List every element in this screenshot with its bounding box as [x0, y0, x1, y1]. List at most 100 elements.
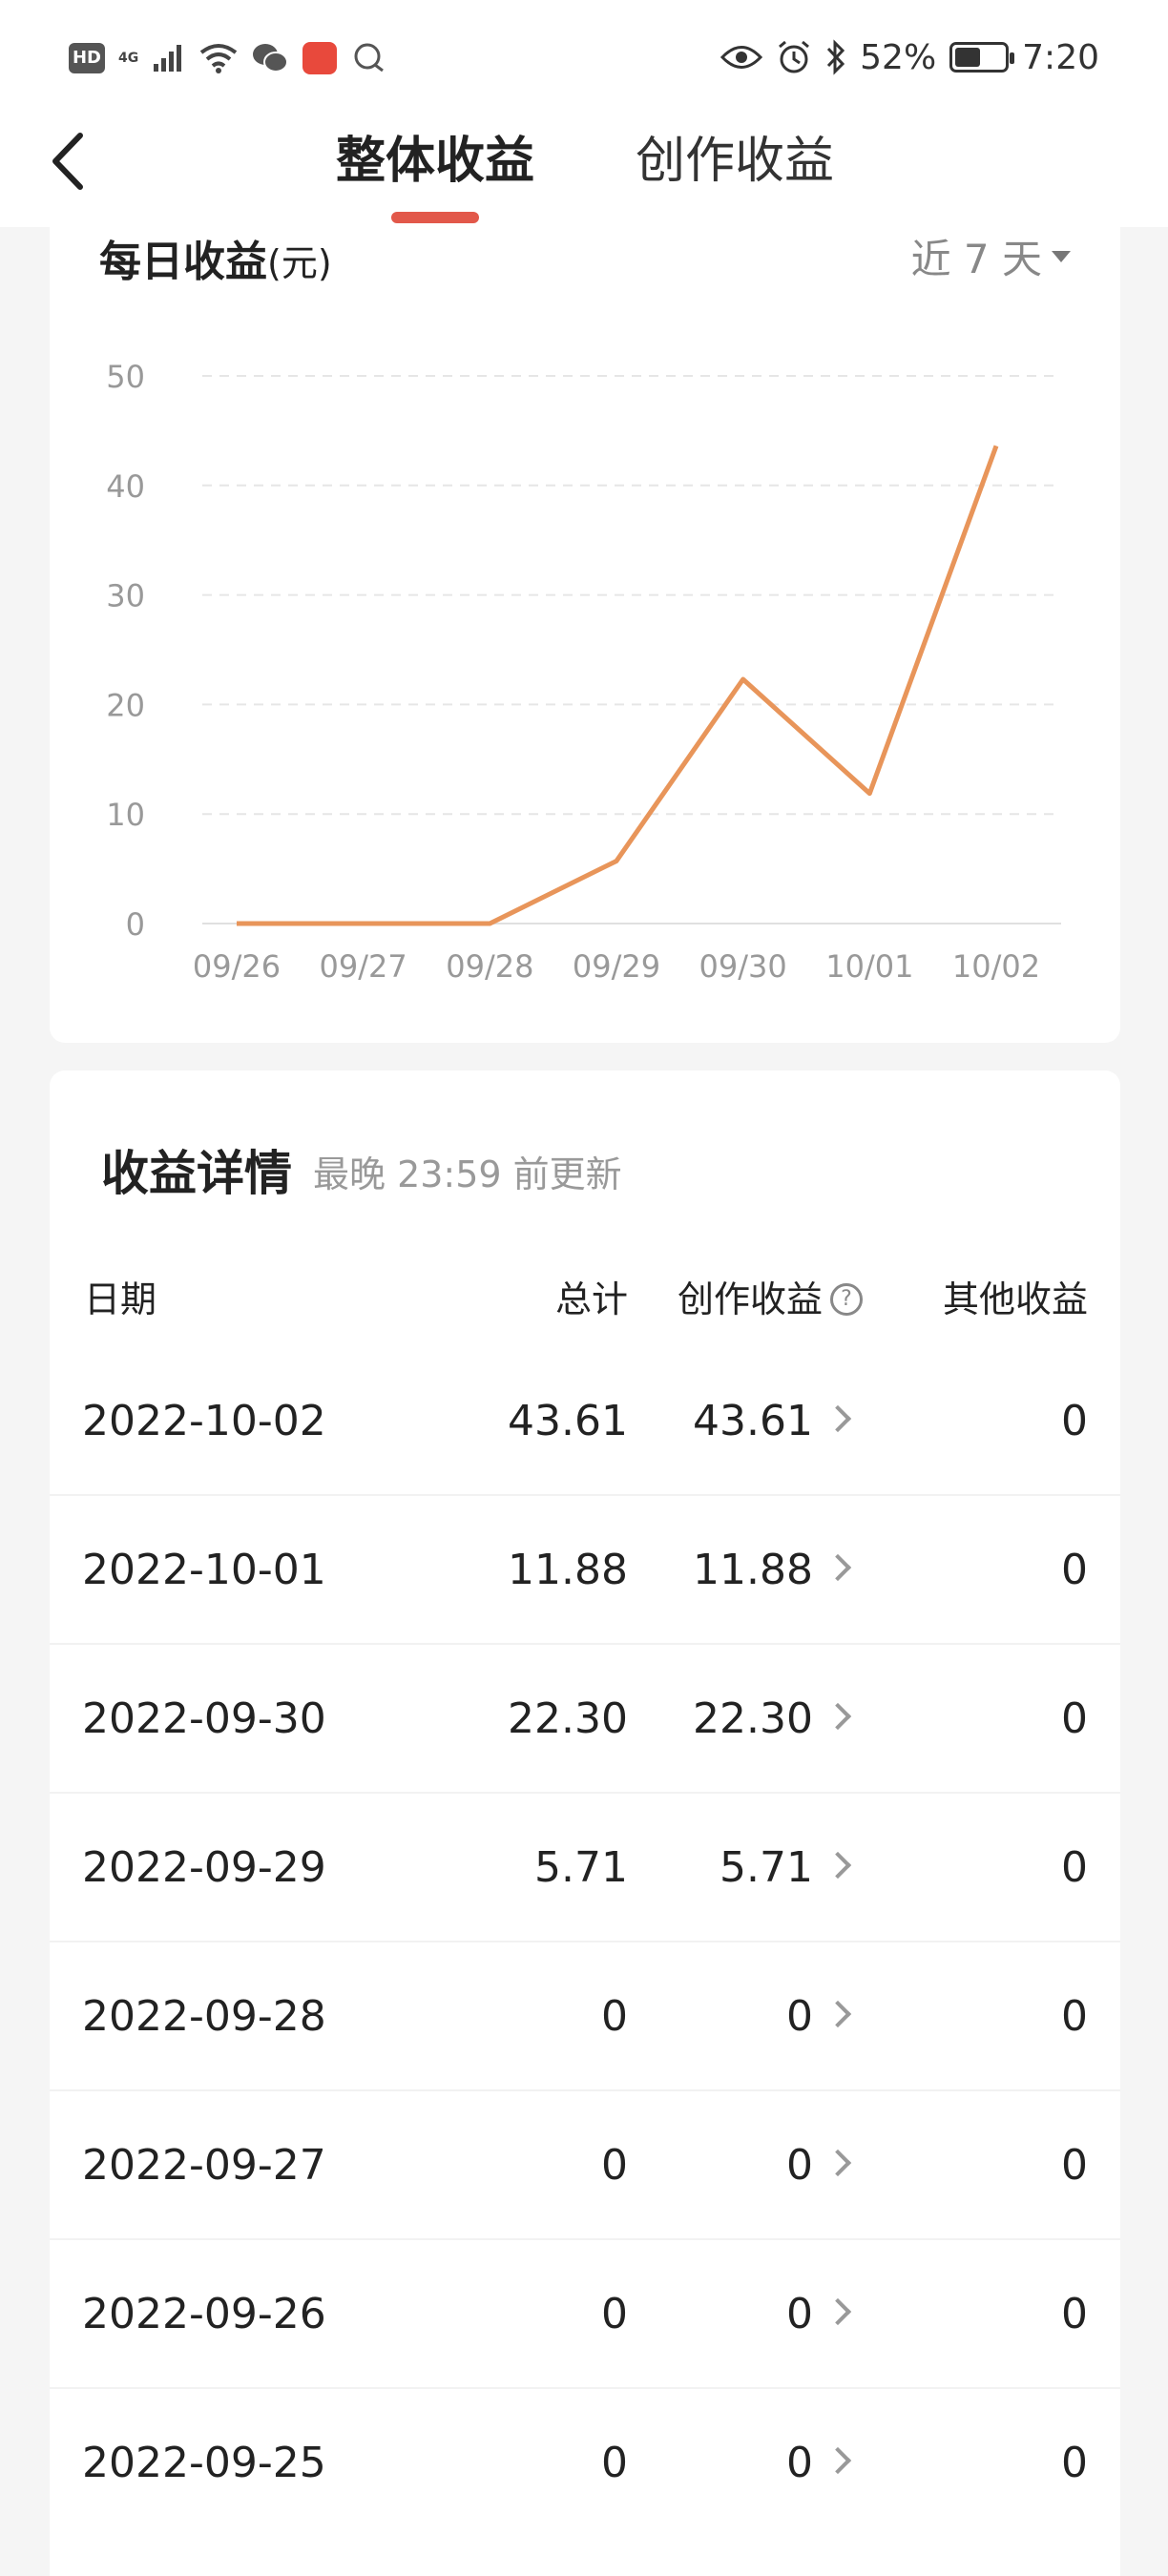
row-date: 2022-09-25	[82, 2439, 326, 2487]
row-date: 2022-09-29	[82, 1843, 326, 1892]
eye-icon	[720, 46, 763, 69]
row-other: 0	[1061, 2141, 1088, 2190]
row-creation[interactable]: 0	[786, 2290, 813, 2338]
y-tick-label: 10	[106, 797, 145, 833]
table-row: 2022-09-27 0 0 0	[50, 2091, 1120, 2240]
chat-bubble-icon	[354, 43, 385, 73]
row-other: 0	[1061, 1694, 1088, 1743]
x-tick-label: 10/01	[825, 948, 913, 985]
row-total: 0	[601, 2141, 628, 2190]
caret-down-icon	[1052, 250, 1071, 262]
chart-title: 每日收益(元)	[99, 227, 332, 288]
row-total: 0	[601, 2439, 628, 2487]
x-tick-label: 09/26	[193, 948, 281, 985]
row-total: 0	[601, 2290, 628, 2338]
table-row: 2022-09-29 5.71 5.71 0	[50, 1794, 1120, 1942]
y-tick-label: 20	[106, 687, 145, 723]
range-dropdown[interactable]: 近 7 天	[911, 227, 1071, 285]
status-right: 52% 7:20	[720, 34, 1099, 80]
tab-creation-earnings[interactable]: 创作收益	[636, 133, 835, 190]
table-row: 2022-10-01 11.88 11.88 0	[50, 1496, 1120, 1645]
battery-percent: 52%	[860, 37, 937, 77]
x-tick-label: 09/30	[699, 948, 787, 985]
header-other: 其他收益	[942, 1278, 1088, 1320]
help-icon[interactable]: ?	[830, 1283, 863, 1316]
earnings-line	[237, 445, 999, 926]
table-row: 2022-09-30 22.30 22.30 0	[50, 1645, 1120, 1794]
clock: 7:20	[1022, 37, 1099, 77]
row-total: 11.88	[508, 1546, 628, 1594]
row-other: 0	[1061, 2439, 1088, 2487]
y-tick-label: 40	[106, 468, 145, 505]
active-tab-indicator	[391, 212, 479, 223]
details-update-note: 最晚 23:59 前更新	[313, 1153, 622, 1195]
row-creation[interactable]: 0	[786, 1992, 813, 2041]
chevron-right-icon[interactable]	[824, 2446, 852, 2475]
signal-icon	[154, 45, 182, 72]
row-other: 0	[1061, 1546, 1088, 1594]
chevron-right-icon[interactable]	[824, 2149, 852, 2177]
x-tick-label: 09/29	[573, 948, 660, 985]
chevron-right-icon[interactable]	[824, 2297, 852, 2326]
x-tick-label: 09/27	[320, 948, 407, 985]
row-total: 43.61	[508, 1397, 628, 1445]
chevron-right-icon[interactable]	[824, 1851, 852, 1880]
table-row: 2022-09-28 0 0 0	[50, 1942, 1120, 2091]
details-title: 收益详情	[101, 1146, 292, 1201]
row-date: 2022-09-28	[82, 1992, 326, 2041]
y-tick-label: 0	[126, 906, 145, 943]
row-date: 2022-09-26	[82, 2290, 326, 2338]
x-tick-label: 10/02	[952, 948, 1040, 985]
daily-earnings-card: 每日收益(元) 近 7 天 0 10 20 30 40 50 09/26 09/27 09/28…	[50, 227, 1120, 1043]
header-creation: 创作收益 ?	[678, 1252, 863, 1347]
header-creation-label: 创作收益	[677, 1278, 823, 1320]
header-total: 总计	[554, 1278, 628, 1320]
hd-badge: HD	[69, 43, 105, 73]
nav-bar: 整体收益 创作收益	[0, 114, 1168, 227]
daily-earnings-chart: 0 10 20 30 40 50 09/26 09/27 09/28 09/29 09/30 10/0…	[106, 359, 1061, 985]
row-creation[interactable]: 11.88	[693, 1546, 813, 1594]
row-date: 2022-09-30	[82, 1694, 326, 1743]
bluetooth-icon	[827, 39, 845, 75]
row-other: 0	[1061, 2290, 1088, 2338]
row-total: 5.71	[534, 1843, 628, 1892]
wechat-icon	[253, 44, 289, 73]
chevron-right-icon[interactable]	[824, 2000, 852, 2028]
range-label: 近 7 天	[910, 236, 1042, 282]
table-row: 2022-09-25 0 0 0	[50, 2389, 1120, 2538]
alarm-icon	[779, 40, 810, 73]
row-creation[interactable]: 22.30	[693, 1694, 813, 1743]
row-creation[interactable]: 5.71	[720, 1843, 813, 1892]
table-row: 2022-10-02 43.61 43.61 0	[50, 1347, 1120, 1496]
row-creation[interactable]: 0	[786, 2439, 813, 2487]
row-other: 0	[1061, 1992, 1088, 2041]
header-date: 日期	[84, 1278, 157, 1320]
battery-icon	[949, 42, 1015, 73]
network-type: 4G	[118, 51, 139, 66]
row-date: 2022-10-02	[82, 1397, 326, 1445]
row-creation[interactable]: 0	[786, 2141, 813, 2190]
status-bar: HD 4G	[0, 0, 1168, 114]
chevron-right-icon[interactable]	[824, 1702, 852, 1731]
table-row: 2022-09-26 0 0 0	[50, 2240, 1120, 2389]
battery-fill	[955, 48, 981, 67]
y-tick-label: 30	[106, 578, 145, 614]
app-notification-icon	[302, 42, 338, 74]
chevron-right-icon[interactable]	[824, 1553, 852, 1582]
row-total: 22.30	[508, 1694, 628, 1743]
status-left: HD 4G	[69, 38, 386, 78]
chevron-right-icon[interactable]	[824, 1404, 852, 1433]
details-table-body: 2022-10-02 43.61 43.61 0 2022-10-01 11.8…	[50, 1347, 1120, 2538]
y-tick-label: 50	[106, 359, 145, 395]
row-date: 2022-09-27	[82, 2141, 326, 2190]
wifi-icon	[200, 44, 238, 73]
row-date: 2022-10-01	[82, 1546, 326, 1594]
x-tick-label: 09/28	[446, 948, 533, 985]
tab-overall-earnings[interactable]: 整体收益	[336, 133, 535, 190]
row-creation[interactable]: 43.61	[693, 1397, 813, 1445]
back-icon[interactable]	[38, 128, 105, 195]
chart-title-text: 每日收益	[99, 238, 267, 286]
row-other: 0	[1061, 1397, 1088, 1445]
row-total: 0	[601, 1992, 628, 2041]
row-other: 0	[1061, 1843, 1088, 1892]
